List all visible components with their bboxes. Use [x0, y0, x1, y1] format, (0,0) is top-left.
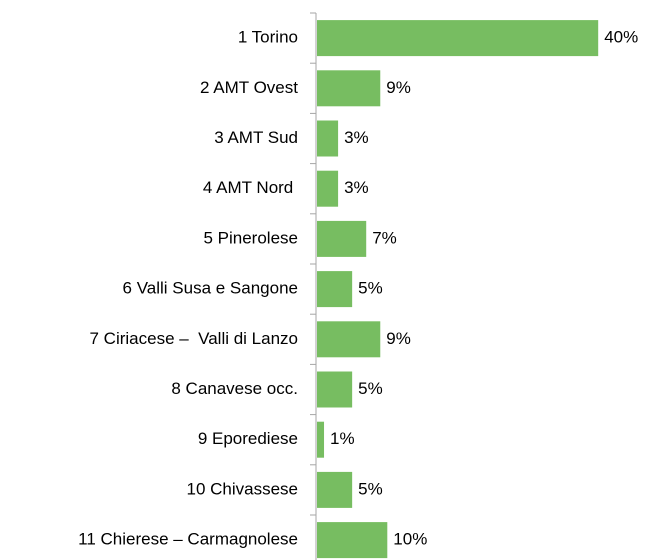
category-label: 8 Canavese occ.	[171, 379, 298, 398]
category-label: 7 Ciriacese – Valli di Lanzo	[89, 329, 298, 348]
category-label: 11 Chierese – Carmagnolese	[78, 530, 298, 549]
bar	[317, 421, 325, 458]
data-label: 5%	[358, 279, 383, 298]
bar	[317, 220, 367, 257]
bar	[317, 70, 381, 107]
category-label: 3 AMT Sud	[214, 128, 298, 147]
data-label: 7%	[372, 228, 397, 247]
bar	[317, 371, 353, 408]
data-label: 9%	[386, 78, 411, 97]
data-label: 3%	[344, 178, 369, 197]
category-label: 5 Pinerolese	[203, 228, 298, 247]
bar	[317, 522, 388, 559]
data-label: 3%	[344, 128, 369, 147]
category-label: 1 Torino	[238, 28, 298, 47]
bar	[317, 321, 381, 358]
data-label: 10%	[393, 530, 427, 549]
bar	[317, 170, 339, 207]
data-label: 9%	[386, 329, 411, 348]
category-label: 4 AMT Nord	[203, 178, 298, 197]
category-label: 10 Chivassese	[186, 479, 298, 498]
bar	[317, 20, 599, 57]
data-label: 1%	[330, 429, 355, 448]
category-label: 6 Valli Susa e Sangone	[123, 279, 298, 298]
data-label: 5%	[358, 479, 383, 498]
category-label: 9 Eporediese	[198, 429, 298, 448]
bar	[317, 120, 339, 157]
bar	[317, 271, 353, 308]
bar	[317, 471, 353, 508]
data-label: 40%	[604, 28, 638, 47]
category-label: 2 AMT Ovest	[200, 78, 298, 97]
data-label: 5%	[358, 379, 383, 398]
